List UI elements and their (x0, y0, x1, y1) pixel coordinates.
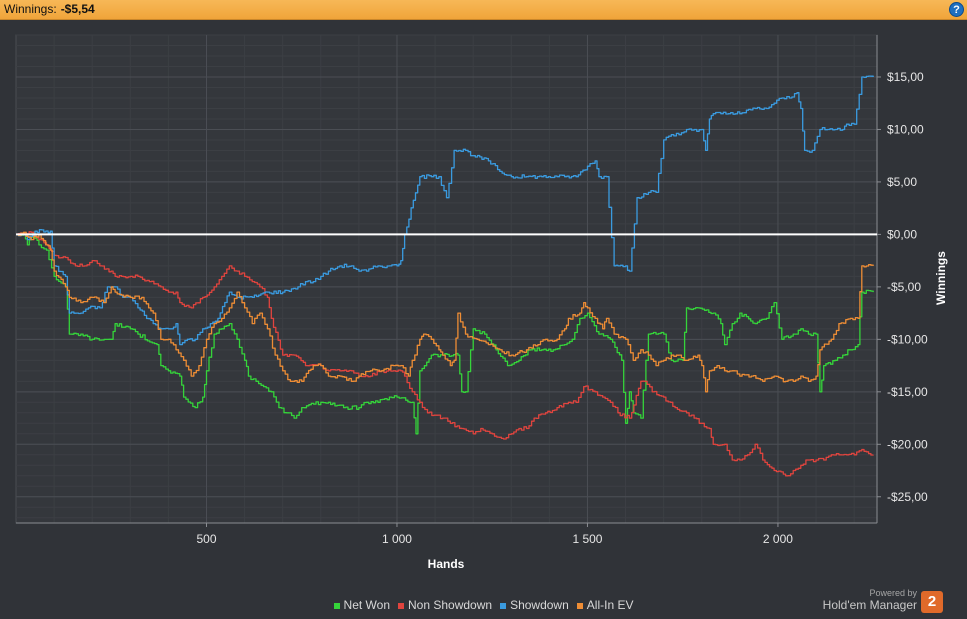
winnings-summary: Winnings: -$5,54 (4, 0, 95, 19)
y-tick-label: -$5,00 (887, 280, 921, 294)
product-name: Hold'em Manager (822, 598, 917, 612)
y-tick-label: -$15,00 (887, 385, 928, 399)
y-tick-label: -$10,00 (887, 332, 928, 346)
winnings-label: Winnings: (4, 2, 57, 16)
x-tick-label: 2 000 (763, 532, 793, 546)
winnings-header: Winnings: -$5,54 ? (0, 0, 967, 20)
plot-area (15, 34, 878, 524)
legend-swatch-icon (500, 602, 507, 609)
legend-label: Showdown (510, 598, 569, 612)
legend-label: Net Won (343, 598, 390, 612)
series-lines (16, 75, 877, 477)
legend-item[interactable]: Non Showdown (398, 598, 492, 612)
grid (15, 34, 878, 524)
legend-item[interactable]: Net Won (333, 598, 390, 612)
legend-swatch-icon (398, 602, 404, 609)
axes: $15,00 $10,00 $5,00 $0,00 -$5,00 -$10,00 -$15,… (16, 35, 928, 546)
series-non-showdown-line (16, 231, 874, 477)
series-all-in-ev-line (16, 231, 874, 393)
series-net-won-line (16, 231, 874, 435)
legend-swatch-icon (576, 602, 583, 609)
x-tick-label: 1 000 (382, 532, 412, 546)
y-tick-label: $10,00 (887, 122, 924, 136)
winnings-graph: $15,00 $10,00 $5,00 $0,00 -$5,00 -$10,00 -$15,… (15, 34, 948, 571)
legend-label: All-In EV (586, 598, 634, 612)
x-tick-label: 500 (196, 532, 216, 546)
x-axis-label: Hands (428, 557, 465, 571)
chart-legend: Net Won Non Showdown Showdown All-In EV (0, 598, 967, 612)
holdem-manager-branding: Powered by Hold'em Manager 2 (823, 588, 957, 616)
powered-by-text: Powered by (869, 588, 917, 598)
legend-item[interactable]: All-In EV (576, 598, 634, 612)
help-icon[interactable]: ? (949, 2, 964, 17)
legend-item[interactable]: Showdown (500, 598, 569, 612)
y-tick-label: $15,00 (887, 70, 924, 84)
hm2-logo-icon: 2 (921, 591, 943, 613)
legend-label: Non Showdown (408, 598, 493, 612)
y-tick-label: $0,00 (887, 227, 917, 241)
y-axis-label: Winnings (934, 251, 948, 305)
legend-swatch-icon (333, 602, 340, 609)
x-tick-label: 1 500 (572, 532, 602, 546)
y-tick-label: $5,00 (887, 175, 917, 189)
winnings-value: -$5,54 (60, 2, 95, 16)
y-tick-label: -$25,00 (887, 490, 928, 504)
y-tick-label: -$20,00 (887, 437, 928, 451)
